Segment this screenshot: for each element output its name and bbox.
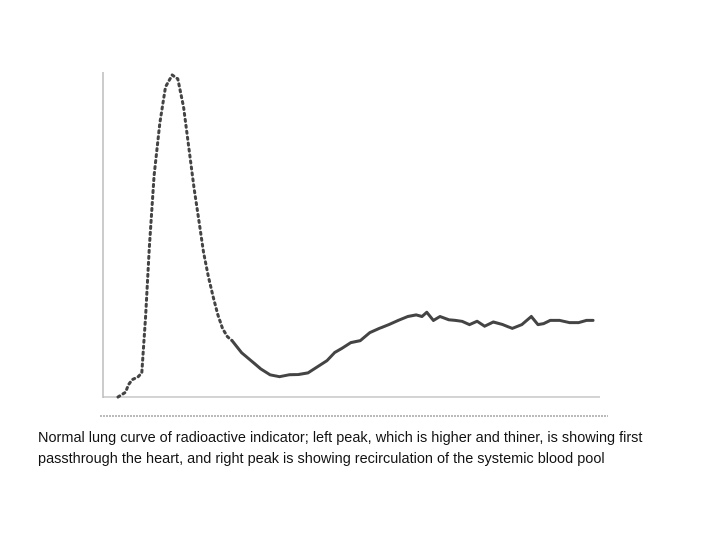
lung-curve-chart (100, 72, 608, 417)
first-pass-peak-line (116, 73, 234, 399)
figure-caption: Normal lung curve of radioactive indicat… (38, 430, 643, 467)
chart-axes (100, 72, 608, 417)
recirculation-line (230, 310, 595, 379)
series-layer (116, 73, 595, 399)
